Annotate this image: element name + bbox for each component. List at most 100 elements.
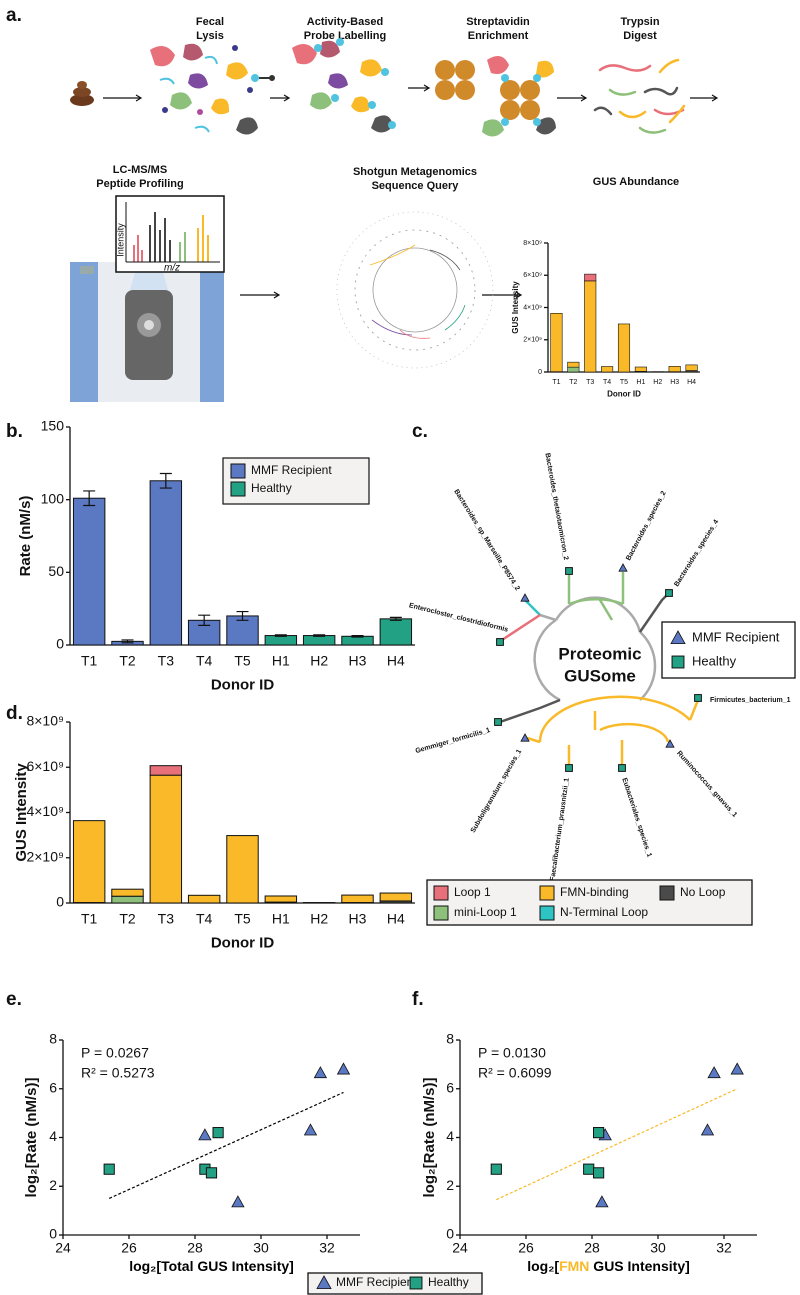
x-tick-label: T2 bbox=[119, 911, 136, 927]
bar-segment bbox=[567, 361, 580, 368]
bar bbox=[302, 635, 336, 646]
y-tick-label: 6 bbox=[446, 1079, 454, 1095]
marker bbox=[496, 638, 504, 646]
legend-label: MMF Recipient bbox=[336, 1275, 417, 1289]
marker bbox=[593, 1127, 605, 1139]
y-tick-label: 0 bbox=[56, 894, 64, 910]
marker bbox=[618, 563, 628, 572]
legend-box bbox=[426, 879, 753, 926]
legend-swatch bbox=[433, 905, 449, 921]
bar-segment bbox=[264, 895, 298, 903]
x-tick-label: H3 bbox=[349, 911, 367, 927]
legend-box bbox=[661, 621, 796, 679]
bar-segment bbox=[72, 820, 106, 904]
panel-label: b. bbox=[6, 421, 23, 442]
x-tick-label: 26 bbox=[121, 1240, 137, 1256]
marker bbox=[595, 1195, 609, 1208]
x-axis-title-part: GUS Intensity] bbox=[589, 1258, 689, 1274]
x-axis-title: Donor ID bbox=[211, 934, 274, 951]
marker bbox=[665, 739, 675, 748]
x-tick-label: T4 bbox=[603, 379, 611, 386]
leaf-label: Eubacteriales_species_1 bbox=[620, 777, 652, 858]
x-tick-label: 26 bbox=[518, 1240, 534, 1256]
bar bbox=[264, 635, 298, 646]
y-axis-title: log₂[Rate (nM/s)] bbox=[23, 1078, 40, 1198]
x-tick-label: T5 bbox=[234, 911, 251, 927]
marker bbox=[409, 1276, 423, 1290]
marker bbox=[671, 655, 685, 669]
x-tick-label: H2 bbox=[310, 911, 328, 927]
panel-label: a. bbox=[6, 5, 22, 26]
x-tick-label: T4 bbox=[196, 911, 213, 927]
y-tick-label: 0 bbox=[446, 1226, 454, 1242]
x-axis-title: log₂[FMN GUS Intensity] bbox=[527, 1258, 690, 1274]
x-tick-label: T2 bbox=[119, 653, 136, 669]
bar-segment bbox=[685, 364, 698, 371]
bar bbox=[149, 480, 183, 646]
step-label: Probe Labelling bbox=[304, 30, 387, 42]
x-tick-label: 28 bbox=[584, 1240, 600, 1256]
y-tick-label: 2×10⁹ bbox=[26, 848, 64, 864]
y-tick-label: 50 bbox=[48, 563, 64, 579]
legend-swatch bbox=[539, 885, 555, 901]
marker bbox=[490, 1163, 502, 1175]
y-tick-label: 8×10⁹ bbox=[26, 713, 64, 729]
leaf-label: Enterocloster_clostridioformis bbox=[408, 602, 509, 633]
bar-segment bbox=[634, 366, 647, 372]
error-bar bbox=[198, 614, 211, 626]
stage-label: Sequence Query bbox=[372, 180, 460, 192]
stage-label: LC-MS/MS bbox=[113, 164, 167, 176]
x-tick-label: 30 bbox=[650, 1240, 666, 1256]
x-axis-title-part: log₂[Total GUS Intensity] bbox=[129, 1258, 294, 1274]
y-tick-label: 4×10⁹ bbox=[26, 803, 64, 819]
x-tick-label: T3 bbox=[158, 653, 175, 669]
x-tick-label: T1 bbox=[81, 653, 98, 669]
tree-center-label: GUSome bbox=[564, 666, 636, 685]
marker bbox=[231, 1195, 245, 1208]
leaf-label: Ruminococcus_gnavus_1 bbox=[675, 750, 738, 819]
step-label: Trypsin bbox=[620, 16, 659, 28]
legend-swatch bbox=[230, 481, 246, 497]
panel-label: d. bbox=[6, 703, 23, 724]
bar bbox=[72, 497, 106, 646]
y-axis-title: log₂[Rate (nM/s)] bbox=[421, 1078, 438, 1198]
legend-label: Healthy bbox=[428, 1275, 469, 1289]
marker bbox=[593, 1167, 605, 1179]
x-tick-label: 28 bbox=[187, 1240, 203, 1256]
x-tick-label: T4 bbox=[196, 653, 213, 669]
step-label: Streptavidin bbox=[466, 16, 530, 28]
x-tick-label: H4 bbox=[387, 653, 405, 669]
y-axis-title: GUS Intensity bbox=[511, 281, 520, 334]
y-tick-label: 100 bbox=[41, 490, 65, 506]
error-bar bbox=[159, 472, 172, 489]
x-axis-title-part: log₂[ bbox=[527, 1258, 559, 1274]
tree-center-label: Proteomic bbox=[558, 644, 641, 663]
marker bbox=[565, 764, 573, 772]
annotation: P = 0.0267 bbox=[81, 1045, 149, 1061]
stage-label: Peptide Profiling bbox=[96, 178, 183, 190]
step-label: Lysis bbox=[196, 30, 224, 42]
x-tick-label: T1 bbox=[552, 379, 560, 386]
error-bar bbox=[236, 610, 249, 621]
legend-swatch bbox=[230, 463, 246, 479]
y-tick-label: 0 bbox=[538, 369, 542, 376]
x-tick-label: T3 bbox=[586, 379, 594, 386]
x-tick-label: 24 bbox=[55, 1240, 71, 1256]
stage-label: GUS Abundance bbox=[593, 176, 679, 188]
x-tick-label: H2 bbox=[310, 653, 328, 669]
legend-box bbox=[307, 1272, 483, 1295]
y-tick-label: 4 bbox=[49, 1128, 57, 1144]
step-label: Digest bbox=[623, 30, 657, 42]
marker bbox=[520, 733, 530, 742]
marker bbox=[670, 630, 686, 644]
legend-swatch bbox=[659, 885, 675, 901]
leaf-label: Subdoligranulum_species_1 bbox=[470, 748, 524, 834]
panel-label: c. bbox=[412, 421, 428, 442]
error-bar bbox=[351, 634, 364, 638]
bar bbox=[379, 618, 413, 646]
y-axis-title: GUS Intensity bbox=[13, 763, 30, 862]
bar-segment bbox=[111, 888, 144, 897]
x-axis-title: Donor ID bbox=[211, 676, 274, 693]
error-bar bbox=[274, 634, 287, 637]
x-tick-label: 32 bbox=[716, 1240, 732, 1256]
